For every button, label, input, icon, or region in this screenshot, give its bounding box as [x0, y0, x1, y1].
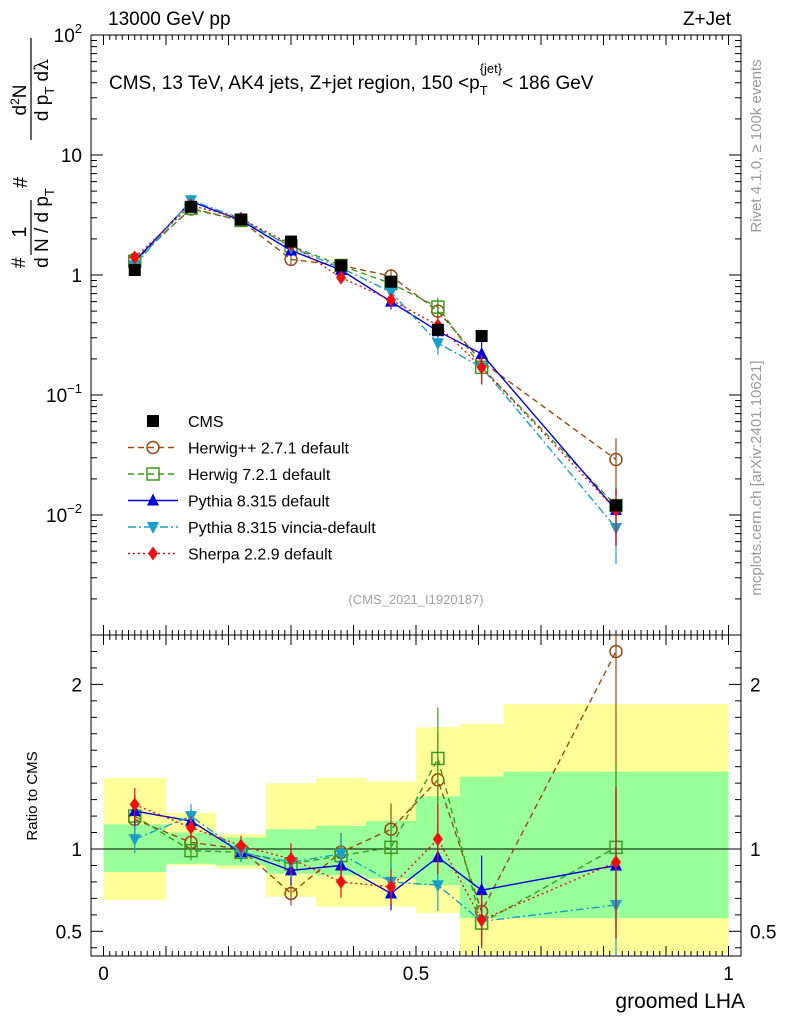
cms-data-point-2 [235, 213, 247, 226]
plot-title-main: CMS, 13 TeV, AK4 jets, Z+jet region, 150… [109, 73, 480, 94]
series-3-ratio-point-0 [128, 834, 141, 847]
legend-marker-1 [146, 467, 160, 481]
series-2-ratio-point-7 [475, 883, 488, 896]
series-4-ratio-point-1 [186, 820, 196, 835]
series-4-ratio-point-0 [129, 797, 140, 812]
y-main-tick-label-3: 10 [61, 146, 82, 167]
x-tick-label-0: 0 [98, 964, 109, 985]
plot-title-sup: {jet} [480, 61, 503, 76]
x-tick-label-2: 1 [723, 964, 734, 985]
legend-label-3: Pythia 8.315 vincia-default [188, 520, 376, 537]
y-ratio-tick-label-right-2: 2 [750, 675, 761, 696]
cms-data-point-3 [285, 235, 297, 248]
y-main-tick-label-base-2: 1 [71, 266, 82, 287]
y-main-tick-label-exp-4: 2 [75, 21, 82, 36]
series-4-main-point-5 [386, 292, 396, 307]
cms-data-point-4 [335, 259, 347, 272]
cms-data-point-7 [475, 330, 488, 343]
x-tick-label-1: 0.5 [403, 964, 429, 985]
series-1-ratio-point-5 [384, 840, 398, 855]
cms-data-point-6 [431, 323, 444, 336]
y-label-frac2-numerator: d2N [8, 85, 31, 116]
series-4-ratio-point-7 [476, 912, 487, 927]
plot-title: CMS, 13 TeV, AK4 jets, Z+jet region, 150… [109, 61, 594, 98]
series-0-main-point-8 [609, 452, 623, 467]
series-4-main-line [134, 204, 617, 511]
y-main-tick-label-base-1: 10 [46, 386, 67, 407]
ratio-uncertainty-bands [103, 704, 729, 955]
legend-label-1: Herwig 7.2.1 default [188, 467, 331, 484]
series-1-ratio-line [134, 756, 617, 925]
legend-marker-4 [148, 546, 158, 561]
y-main-tick-label-exp-1: −1 [67, 381, 82, 396]
header-right: Z+Jet [683, 9, 732, 30]
series-3-ratio-point-6 [431, 880, 444, 893]
analysis-tag: (CMS_2021_I1920187) [348, 592, 483, 607]
y-label-frac1-one: 1 [9, 226, 31, 237]
legend-marker-0 [146, 440, 160, 455]
y-main-tick-label-0: 10−2 [46, 501, 82, 527]
y-label-frac1-denominator: d N / d pT [32, 188, 57, 268]
series-4-ratio-point-2 [236, 838, 246, 853]
y-main-tick-label-4: 102 [54, 21, 82, 47]
legend-label-2: Pythia 8.315 default [188, 494, 330, 511]
legend-cms-marker [147, 415, 159, 427]
y-label-frac1-numerator: # [9, 257, 30, 268]
cms-data-point-5 [385, 275, 397, 288]
legend-marker-3 [147, 522, 159, 534]
y-ratio-tick-label-right-1: 1 [750, 840, 761, 861]
y-main-tick-label-exp-0: −2 [67, 501, 82, 516]
main-plot-frame [90, 34, 742, 636]
series-layer [128, 194, 623, 956]
y-label-frac2-denominator: d pT dλ [31, 59, 57, 121]
series-0-ratio-point-8 [609, 644, 623, 659]
series-4-main-point-0 [129, 250, 140, 265]
y-ratio-tick-label-left-1: 1 [71, 840, 82, 861]
y-ratio-tick-label-left-2: 2 [71, 675, 82, 696]
ratio-y-label: Ratio to CMS [24, 751, 41, 840]
cms-data-point-8 [610, 499, 622, 512]
main-y-label: # 1 d N / d pT # d2N d pT dλ [8, 38, 57, 268]
source-label: mcplots.cern.ch [arXiv:2401.10621] [748, 360, 765, 595]
series-0-ratio-point-3 [284, 886, 298, 901]
x-axis-label: groomed LHA [615, 990, 745, 1013]
plot-title-end: < 186 GeV [502, 73, 594, 94]
legend-cms-label: CMS [188, 414, 224, 431]
header-left: 13000 GeV pp [108, 9, 231, 30]
y-main-tick-label-base-0: 10 [46, 506, 67, 527]
y-main-tick-label-2: 1 [71, 266, 82, 287]
y-label-frac2-hash: # [10, 176, 32, 188]
y-main-tick-label-1: 10−1 [46, 381, 82, 407]
series-4-ratio-point-4 [336, 874, 346, 889]
series-1-main-point-6 [431, 300, 445, 314]
legend-label-4: Sherpa 2.2.9 default [188, 547, 333, 564]
series-2-main-point-7 [475, 346, 488, 359]
series-1-ratio-point-1 [184, 843, 198, 858]
plot-title-sub: T [480, 83, 488, 98]
legend: CMS Herwig++ 2.7.1 default Herwig 7.2.1 de… [128, 414, 376, 564]
series-4-main-point-7 [476, 360, 487, 375]
rivet-label: Rivet 4.1.0, ≥ 100k events [748, 59, 765, 232]
legend-label-0: Herwig++ 2.7.1 default [188, 441, 350, 458]
series-4-ratio-point-8 [611, 855, 621, 870]
series-3-main-point-6 [431, 338, 444, 351]
y-main-tick-label-base-3: 10 [61, 146, 82, 167]
series-4-ratio-point-3 [286, 851, 296, 866]
series-1-ratio-point-6 [431, 751, 445, 766]
series-3-ratio-point-4 [335, 848, 347, 861]
y-ratio-tick-label-left-0: 0.5 [56, 922, 82, 943]
cms-data-point-0 [128, 264, 141, 277]
legend-marker-2 [147, 493, 159, 506]
series-4-ratio-point-5 [386, 879, 396, 894]
series-2-main-line [134, 200, 617, 511]
y-ratio-tick-label-right-0: 0.5 [750, 922, 776, 943]
y-main-tick-label-base-4: 10 [54, 26, 75, 47]
series-1-main-line [134, 207, 617, 506]
series-4-ratio-point-6 [432, 832, 443, 847]
cms-data-point-1 [185, 200, 197, 213]
series-cms-data [128, 200, 622, 512]
series-4-main-point-4 [336, 270, 346, 285]
